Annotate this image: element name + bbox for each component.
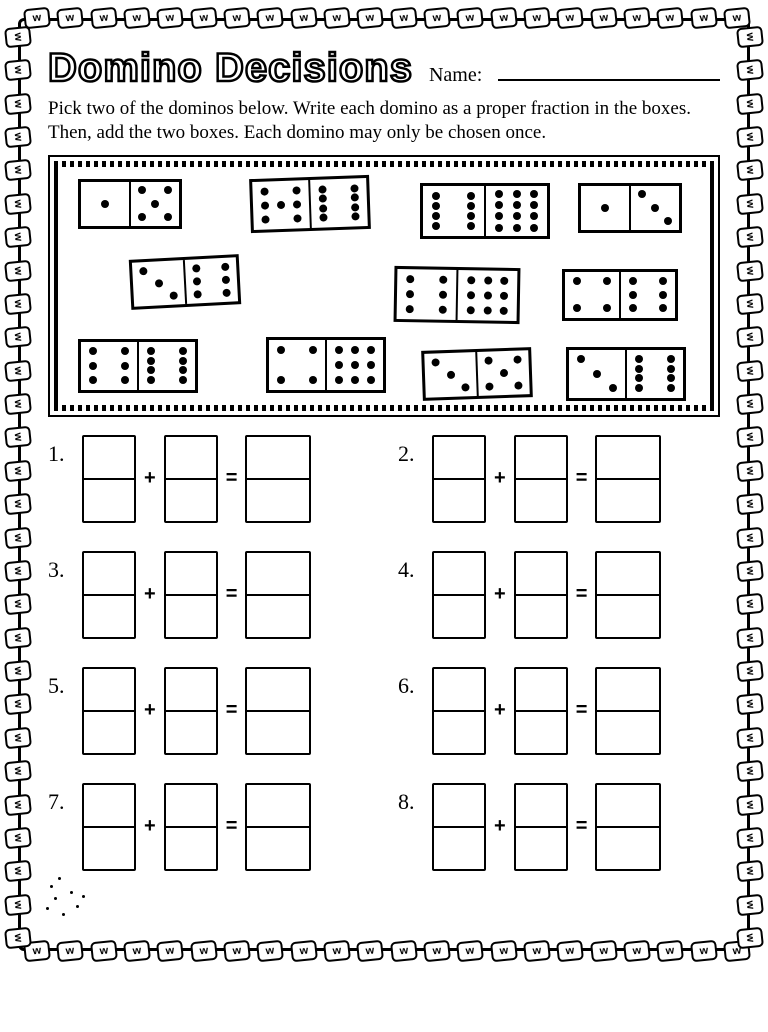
problems-grid: 1. + = 2. + = 3. + = 4. + = 5. + = 6. + = 7. + = 8. + = bbox=[48, 435, 720, 871]
fraction-box[interactable] bbox=[82, 667, 136, 755]
fraction-box[interactable] bbox=[245, 783, 311, 871]
domino-panel bbox=[48, 155, 720, 417]
domino[interactable] bbox=[566, 347, 686, 401]
worksheet-content: Domino Decisions Name: Pick two of the d… bbox=[48, 46, 720, 923]
problem-row: 6. + = bbox=[398, 667, 720, 755]
domino[interactable] bbox=[129, 254, 241, 310]
name-label: Name: bbox=[429, 64, 482, 87]
domino[interactable] bbox=[420, 183, 550, 239]
fraction-box[interactable] bbox=[164, 551, 218, 639]
equals-operator: = bbox=[576, 815, 588, 838]
problem-number: 4. bbox=[398, 557, 424, 583]
fraction-box[interactable] bbox=[82, 783, 136, 871]
fraction-box[interactable] bbox=[514, 667, 568, 755]
plus-operator: + bbox=[494, 699, 506, 722]
problem-number: 5. bbox=[48, 673, 74, 699]
equals-operator: = bbox=[576, 467, 588, 490]
fraction-box[interactable] bbox=[164, 435, 218, 523]
domino[interactable] bbox=[421, 347, 533, 401]
fraction-box[interactable] bbox=[514, 435, 568, 523]
problem-row: 5. + = bbox=[48, 667, 370, 755]
problem-row: 4. + = bbox=[398, 551, 720, 639]
fraction-box[interactable] bbox=[432, 783, 486, 871]
equals-operator: = bbox=[226, 583, 238, 606]
domino[interactable] bbox=[562, 269, 678, 321]
fraction-box[interactable] bbox=[164, 783, 218, 871]
fraction-box[interactable] bbox=[82, 551, 136, 639]
fraction-box[interactable] bbox=[514, 783, 568, 871]
domino[interactable] bbox=[394, 265, 521, 323]
equals-operator: = bbox=[226, 699, 238, 722]
problem-number: 3. bbox=[48, 557, 74, 583]
page-title: Domino Decisions bbox=[48, 46, 413, 91]
plus-operator: + bbox=[144, 467, 156, 490]
fraction-box[interactable] bbox=[82, 435, 136, 523]
domino[interactable] bbox=[249, 174, 371, 232]
fraction-box[interactable] bbox=[595, 435, 661, 523]
domino[interactable] bbox=[266, 337, 386, 393]
equals-operator: = bbox=[226, 467, 238, 490]
plus-operator: + bbox=[494, 583, 506, 606]
plus-operator: + bbox=[494, 815, 506, 838]
fraction-box[interactable] bbox=[245, 551, 311, 639]
fraction-box[interactable] bbox=[432, 435, 486, 523]
domino[interactable] bbox=[578, 183, 682, 233]
problem-row: 8. + = bbox=[398, 783, 720, 871]
name-input-line[interactable] bbox=[498, 79, 720, 81]
domino[interactable] bbox=[78, 179, 182, 229]
problem-number: 6. bbox=[398, 673, 424, 699]
instructions-text: Pick two of the dominos below. Write eac… bbox=[48, 97, 720, 145]
title-row: Domino Decisions Name: bbox=[48, 46, 720, 91]
domino[interactable] bbox=[78, 339, 198, 393]
equals-operator: = bbox=[576, 583, 588, 606]
problem-row: 7. + = bbox=[48, 783, 370, 871]
fraction-box[interactable] bbox=[595, 551, 661, 639]
fraction-box[interactable] bbox=[595, 667, 661, 755]
fraction-box[interactable] bbox=[432, 551, 486, 639]
fraction-box[interactable] bbox=[245, 667, 311, 755]
problem-number: 1. bbox=[48, 441, 74, 467]
equals-operator: = bbox=[226, 815, 238, 838]
fraction-box[interactable] bbox=[164, 667, 218, 755]
fraction-box[interactable] bbox=[432, 667, 486, 755]
problem-row: 3. + = bbox=[48, 551, 370, 639]
problem-number: 8. bbox=[398, 789, 424, 815]
fraction-box[interactable] bbox=[245, 435, 311, 523]
plus-operator: + bbox=[144, 815, 156, 838]
problem-number: 7. bbox=[48, 789, 74, 815]
plus-operator: + bbox=[144, 699, 156, 722]
problem-row: 2. + = bbox=[398, 435, 720, 523]
problem-number: 2. bbox=[398, 441, 424, 467]
plus-operator: + bbox=[494, 467, 506, 490]
fraction-box[interactable] bbox=[514, 551, 568, 639]
problem-row: 1. + = bbox=[48, 435, 370, 523]
fraction-box[interactable] bbox=[595, 783, 661, 871]
plus-operator: + bbox=[144, 583, 156, 606]
equals-operator: = bbox=[576, 699, 588, 722]
